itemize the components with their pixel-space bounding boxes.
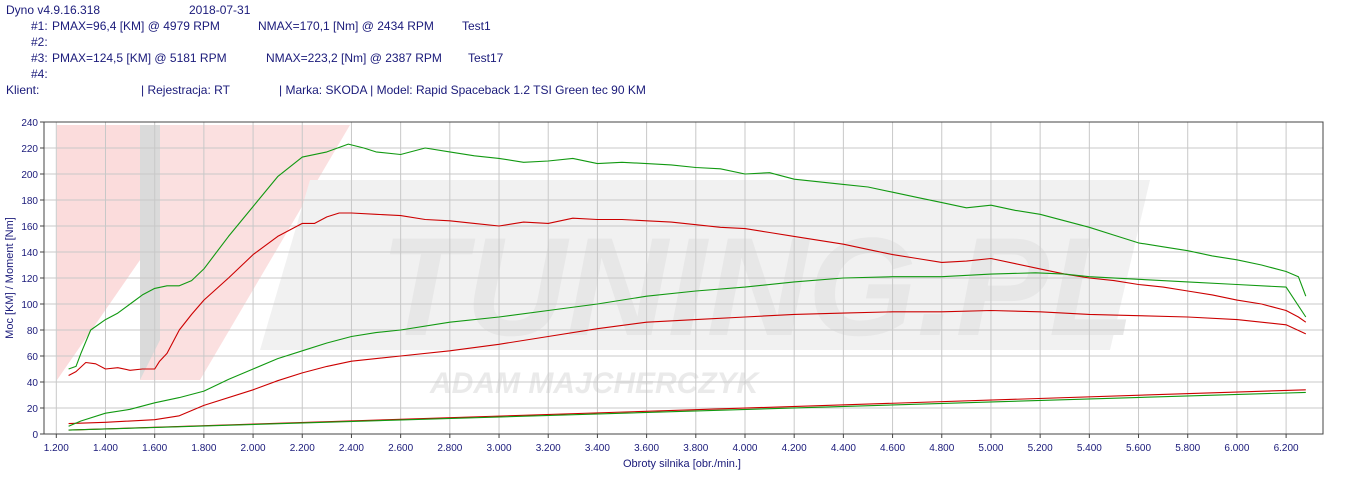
x-tick-label: 2.200 xyxy=(290,443,315,454)
x-tick-label: 4.800 xyxy=(929,443,954,454)
client-label: Klient: xyxy=(6,83,40,97)
y-axis: 0 20 40 60 80 100 120 140 160 180 200 220 240 xyxy=(21,118,44,441)
y-tick-label: 40 xyxy=(27,378,39,389)
y-tick-label: 240 xyxy=(21,118,38,129)
x-tick-label: 4.200 xyxy=(782,443,807,454)
x-tick-label: 2.600 xyxy=(388,443,413,454)
y-tick-label: 180 xyxy=(21,196,38,207)
y-tick-label: 100 xyxy=(21,300,38,311)
y-tick-label: 200 xyxy=(21,170,38,181)
run1-nmax: NMAX=170,1 [Nm] @ 2434 RPM xyxy=(258,19,434,33)
y-tick-label: 220 xyxy=(21,144,38,155)
x-tick-label: 1.600 xyxy=(142,443,167,454)
registration: | Rejestracja: RT xyxy=(141,83,230,97)
app-version: Dyno v4.9.16.318 xyxy=(6,3,101,17)
run1-id: #1: xyxy=(31,19,48,33)
y-tick-label: 80 xyxy=(27,326,39,337)
report-date: 2018-07-31 xyxy=(189,3,251,17)
y-tick-label: 0 xyxy=(32,430,38,441)
run4-id: #4: xyxy=(31,67,48,81)
x-tick-label: 5.600 xyxy=(1126,443,1151,454)
y-tick-label: 120 xyxy=(21,274,38,285)
x-axis-label: Obroty silnika [obr./min.] xyxy=(623,458,741,470)
x-tick-label: 4.400 xyxy=(831,443,856,454)
x-tick-label: 3.600 xyxy=(634,443,659,454)
y-axis-label: Moc [KM] / Moment [Nm] xyxy=(4,217,16,339)
x-tick-label: 3.400 xyxy=(585,443,610,454)
run3-pmax: PMAX=124,5 [KM] @ 5181 RPM xyxy=(52,51,227,65)
y-tick-label: 20 xyxy=(27,404,39,415)
x-tick-label: 3.800 xyxy=(683,443,708,454)
svg-text:TUNING.PL: TUNING.PL xyxy=(380,208,1134,365)
run3-id: #3: xyxy=(31,51,48,65)
run1-name: Test1 xyxy=(462,19,491,33)
x-tick-label: 1.400 xyxy=(93,443,118,454)
run3-name: Test17 xyxy=(468,51,504,65)
series-line-6 xyxy=(68,391,1306,431)
series-line-3 xyxy=(68,143,1307,370)
vehicle-info: | Marka: SKODA | Model: Rapid Spaceback … xyxy=(279,83,646,97)
x-tick-label: 3.200 xyxy=(536,443,561,454)
x-tick-label: 5.800 xyxy=(1175,443,1200,454)
x-tick-label: 6.200 xyxy=(1274,443,1299,454)
series-line-2 xyxy=(68,309,1307,425)
x-tick-label: 6.000 xyxy=(1224,443,1249,454)
series-lines xyxy=(68,143,1307,431)
x-tick-label: 3.000 xyxy=(487,443,512,454)
y-tick-label: 160 xyxy=(21,222,38,233)
run1-pmax: PMAX=96,4 [KM] @ 4979 RPM xyxy=(52,19,220,33)
series-line-1 xyxy=(68,212,1307,376)
watermark-logo: TUNING.PL ADAM MAJCHERCZYK xyxy=(57,125,1150,400)
x-tick-label: 4.600 xyxy=(880,443,905,454)
x-tick-label: 5.000 xyxy=(978,443,1003,454)
x-tick-label: 5.200 xyxy=(1028,443,1053,454)
run2-id: #2: xyxy=(31,35,48,49)
y-tick-label: 60 xyxy=(27,352,39,363)
x-axis: 1.200 1.400 1.600 1.800 2.000 2.200 2.400 2.600… xyxy=(44,434,1299,454)
x-tick-label: 5.400 xyxy=(1077,443,1102,454)
run3-nmax: NMAX=223,2 [Nm] @ 2387 RPM xyxy=(266,51,442,65)
x-tick-label: 4.000 xyxy=(732,443,757,454)
y-tick-label: 140 xyxy=(21,248,38,259)
svg-text:ADAM MAJCHERCZYK: ADAM MAJCHERCZYK xyxy=(429,367,761,400)
x-tick-label: 1.800 xyxy=(191,443,216,454)
x-tick-label: 2.000 xyxy=(241,443,266,454)
x-tick-label: 2.400 xyxy=(339,443,364,454)
x-tick-label: 1.200 xyxy=(44,443,69,454)
series-line-4 xyxy=(68,272,1307,427)
x-tick-label: 2.800 xyxy=(437,443,462,454)
